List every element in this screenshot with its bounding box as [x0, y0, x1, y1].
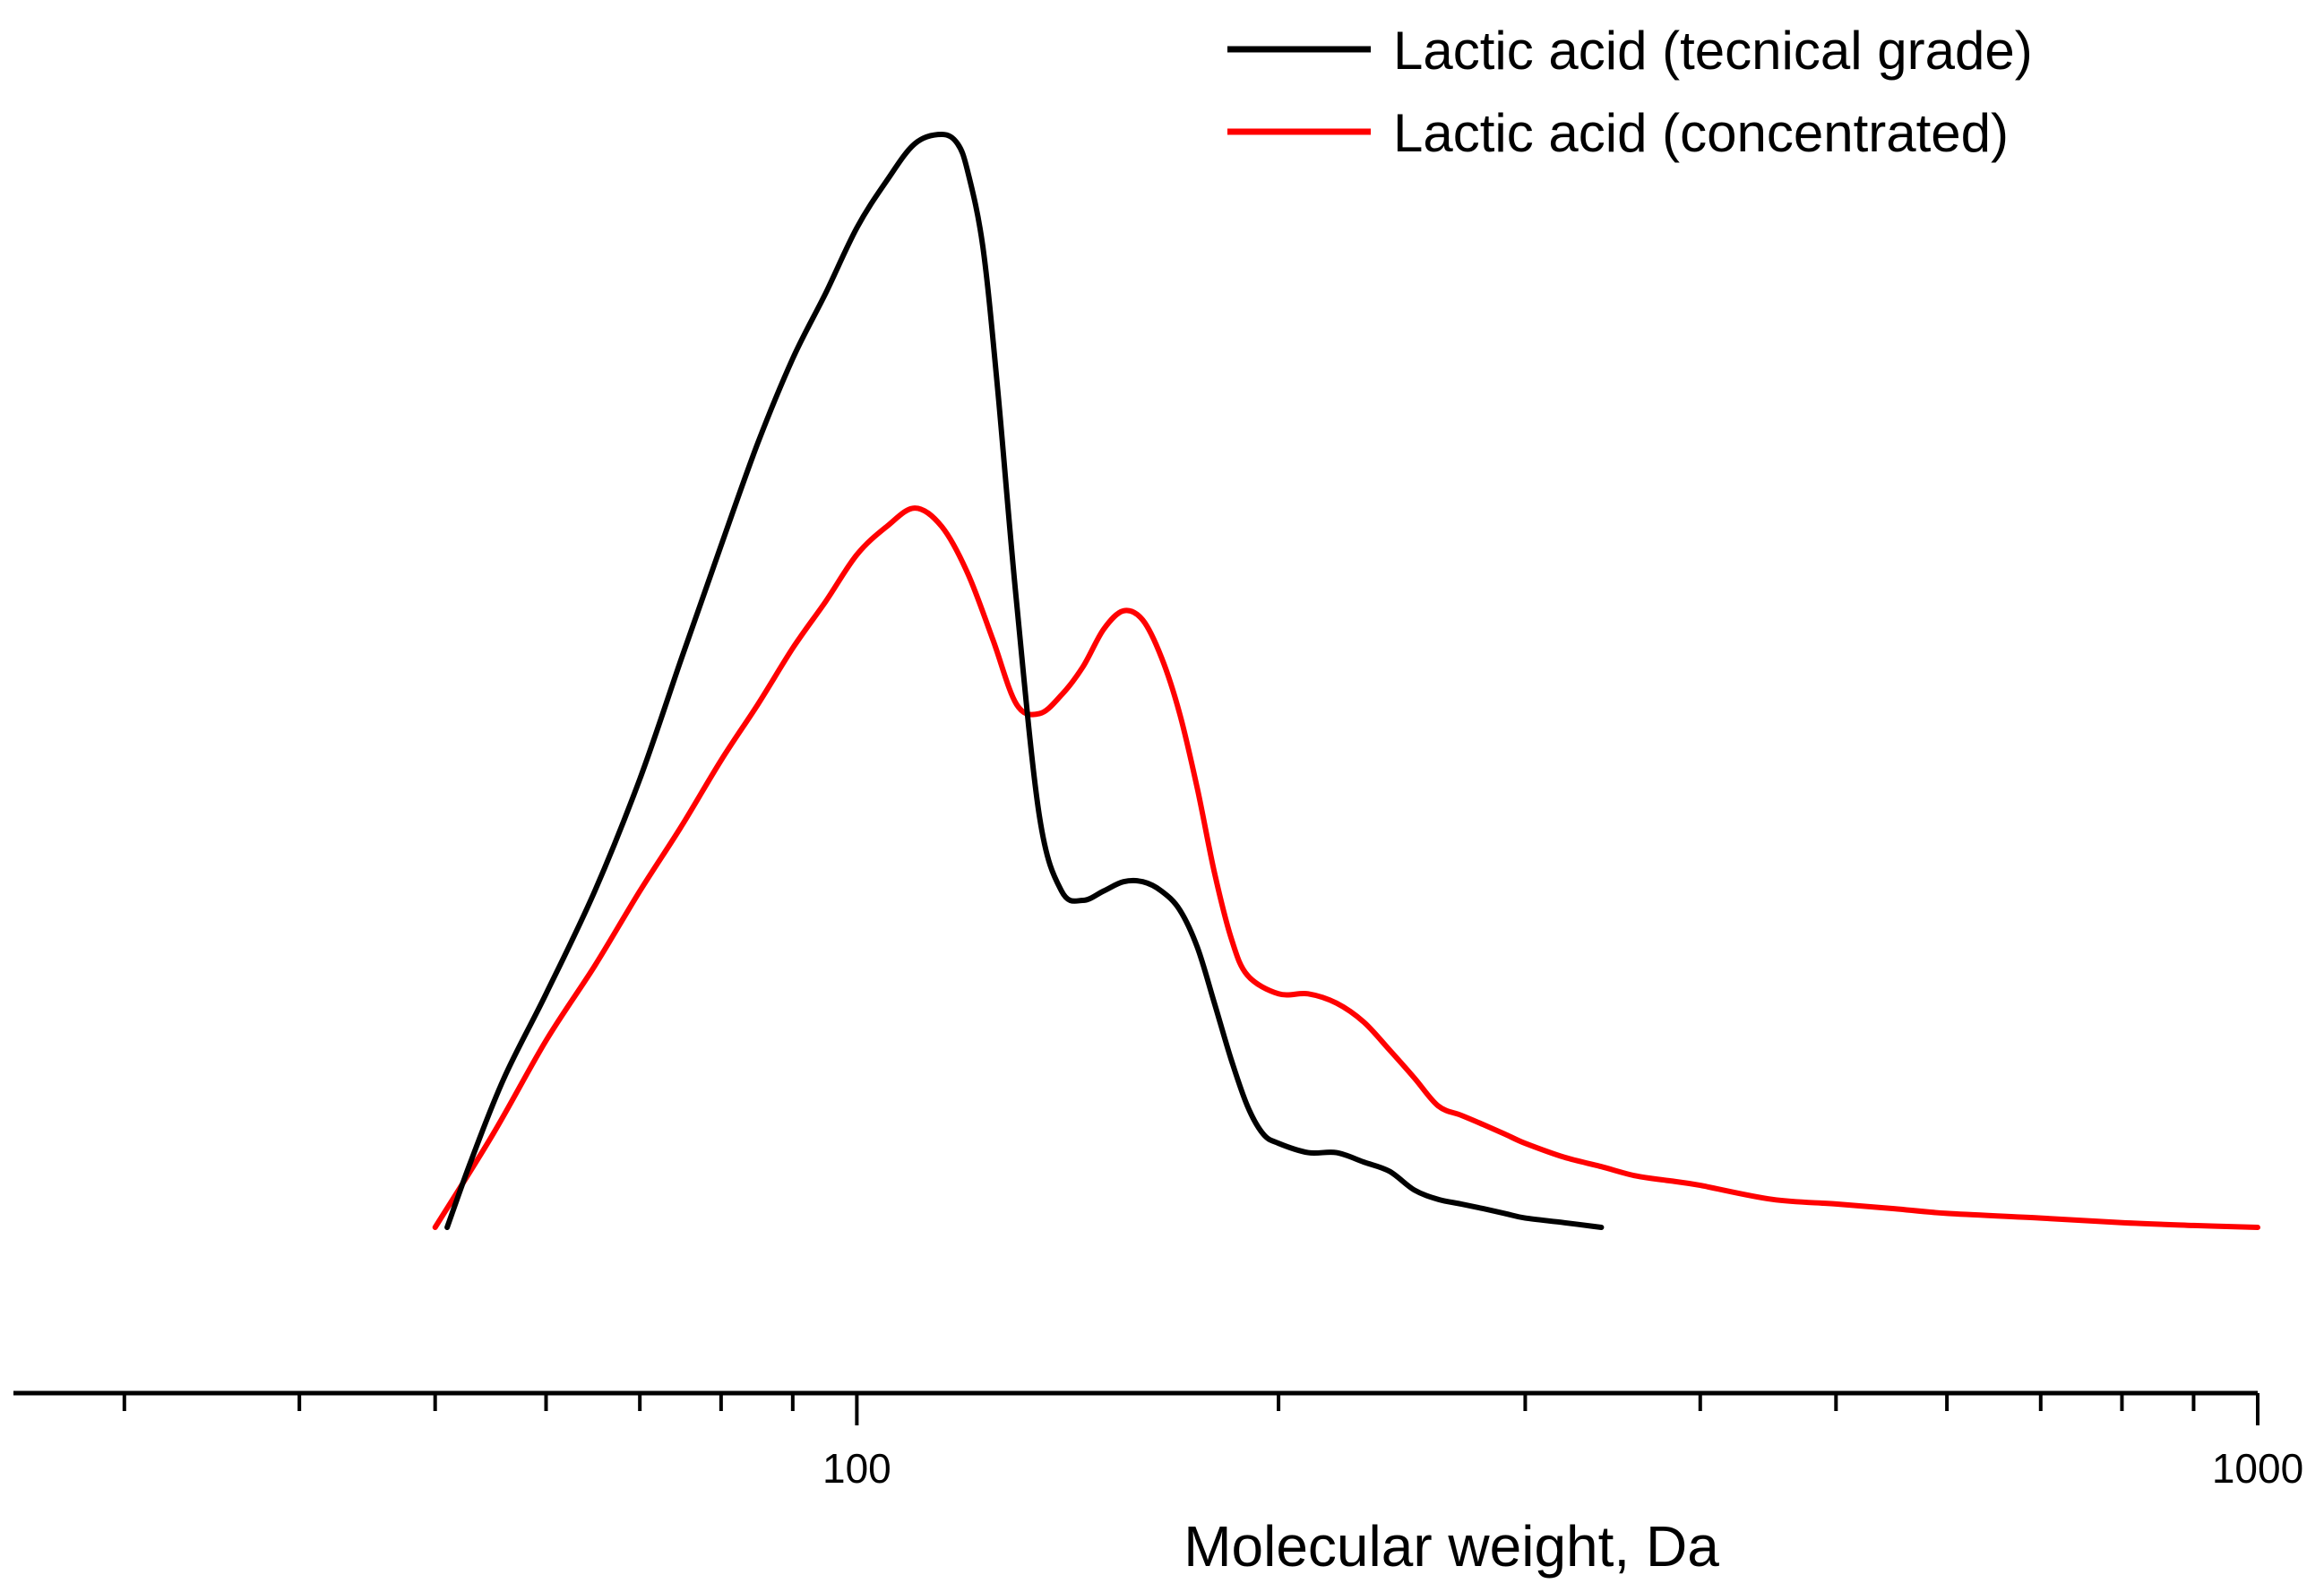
x-axis-title: Molecular weight, Da: [1184, 1514, 1719, 1579]
x-axis: 100 1000: [13, 1390, 2303, 1492]
x-tick-label: 1000: [2212, 1445, 2303, 1492]
series-layer: [432, 132, 2260, 1230]
x-tick-label: 100: [822, 1445, 891, 1492]
legend-label: Lactic acid (tecnical grade): [1393, 21, 2033, 81]
legend: Lactic acid (tecnical grade) Lactic acid …: [1227, 21, 2033, 163]
legend-label: Lactic acid (concentrated): [1393, 103, 2009, 163]
series-line-concentrated: [432, 505, 2260, 1230]
series-line-technical-grade: [444, 132, 1605, 1230]
